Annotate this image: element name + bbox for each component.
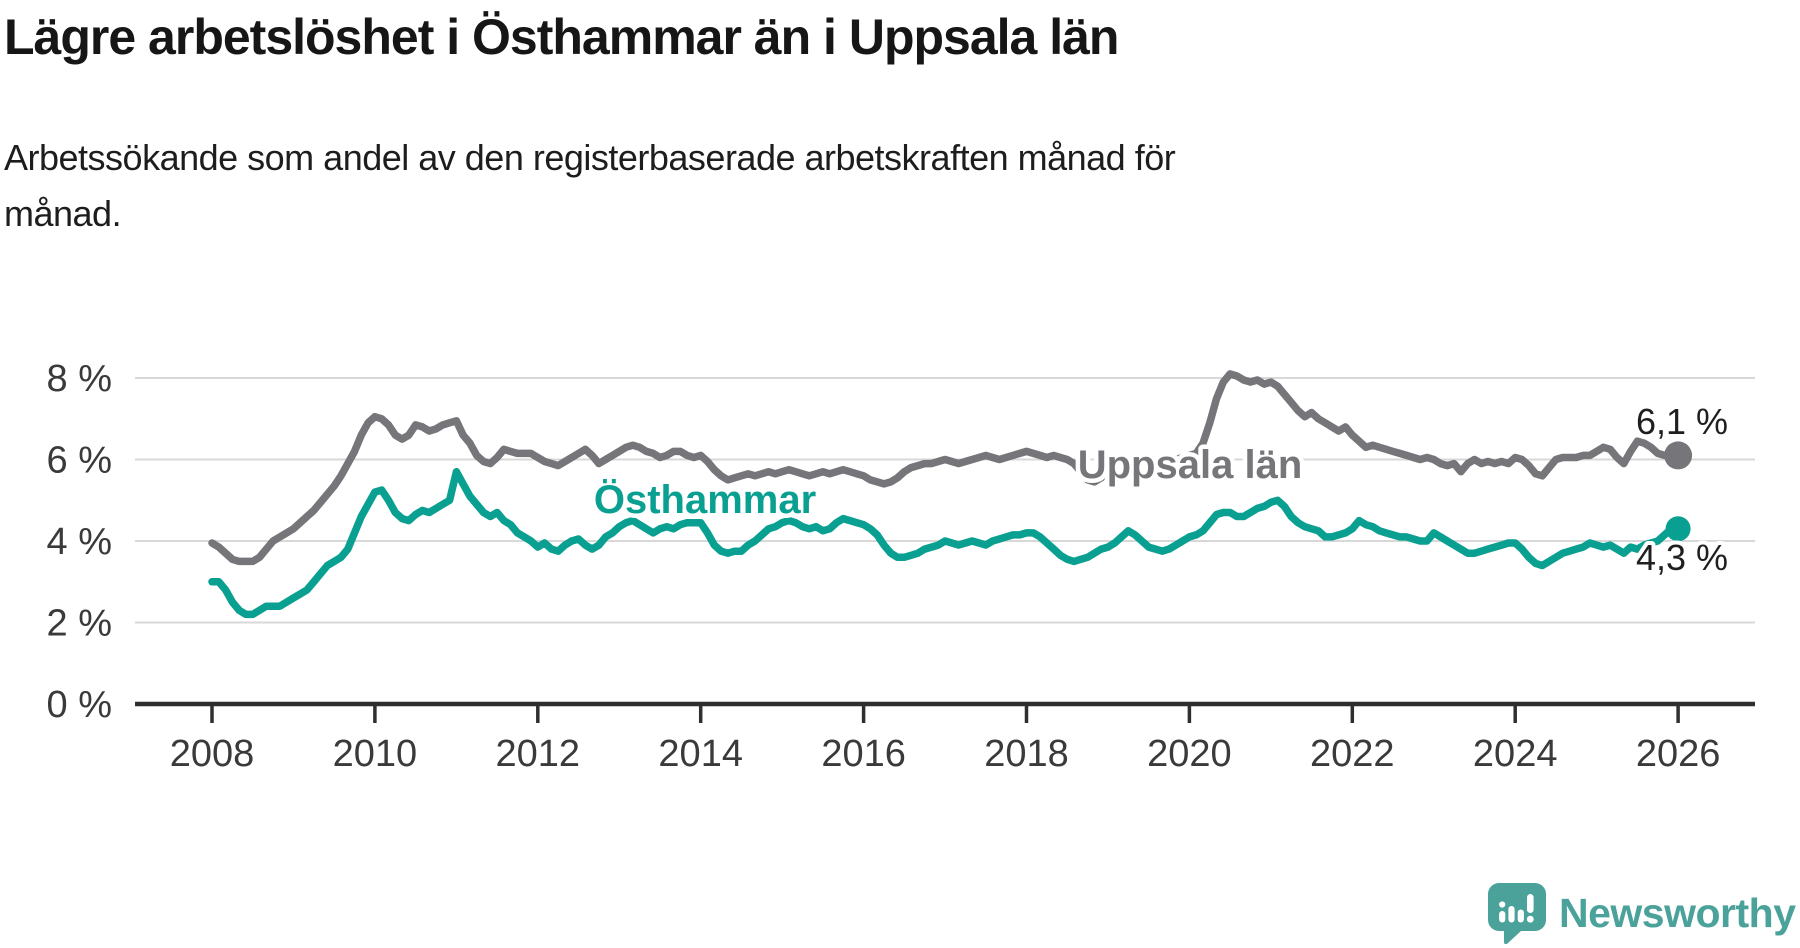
y-axis-tick-label: 2 % [47, 603, 112, 645]
x-axis-tick-label: 2026 [1636, 733, 1721, 775]
x-axis-tick-label: 2022 [1310, 733, 1395, 775]
series-end-dot-0 [1664, 441, 1693, 470]
newsworthy-logo[interactable]: Newsworthy [1487, 882, 1796, 944]
y-axis-tick-label: 4 % [47, 521, 112, 563]
y-axis-tick-label: 6 % [47, 440, 112, 482]
newsworthy-speech-bubble-barchart-icon [1488, 883, 1546, 944]
series-line-1 [208, 467, 1682, 619]
series-end-value-label-1: 4,3 % [1636, 537, 1728, 578]
series-label-0: Uppsala län [1078, 443, 1303, 487]
series-label-1: Östhammar [594, 477, 816, 522]
chart-subtitle: Arbetssökande som andel av den registerb… [4, 130, 1704, 242]
series-end-dot-1 [1665, 516, 1691, 542]
y-axis-tick-label: 0 % [47, 684, 112, 726]
x-axis-tick-label: 2008 [170, 733, 255, 775]
series-line-0 [208, 370, 1682, 566]
x-axis-tick-label: 2014 [658, 733, 743, 775]
series-end-value-label-0: 6,1 % [1636, 401, 1728, 442]
x-axis-tick-label: 2016 [821, 733, 906, 775]
x-axis-tick-label: 2012 [496, 733, 581, 775]
subtitle-line-2: månad. [4, 192, 122, 234]
x-axis-tick-label: 2020 [1147, 733, 1232, 775]
x-axis-tick-label: 2010 [333, 733, 418, 775]
y-axis-tick-label: 8 % [47, 358, 112, 400]
subtitle-line-1: Arbetssökande som andel av den registerb… [4, 137, 1176, 178]
newsworthy-logo-text: Newsworthy [1559, 890, 1796, 936]
x-axis-tick-label: 2018 [984, 733, 1069, 775]
x-axis-tick-label: 2024 [1473, 733, 1558, 775]
page-title: Lägre arbetslöshet i Östhammar än i Upps… [4, 9, 1119, 65]
